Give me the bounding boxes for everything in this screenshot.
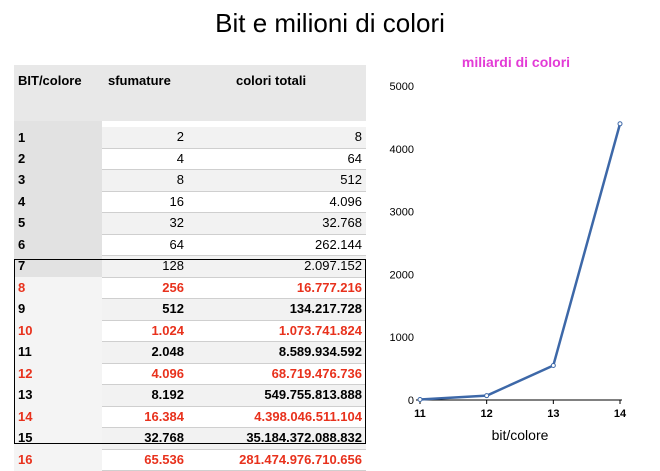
y-tick-label: 4000: [390, 144, 414, 156]
row-bit-cell: 9: [14, 298, 102, 320]
header-shades: sfumature: [102, 65, 188, 121]
row-bit-cell: 3: [14, 169, 102, 191]
row-total-cell: 8: [188, 127, 366, 149]
table-row: 10 1.024 1.073.741.824: [14, 320, 366, 342]
row-bit-cell: 14: [14, 406, 102, 428]
row-bit-cell: 11: [14, 341, 102, 363]
row-total-cell: 16.777.216: [188, 277, 366, 299]
row-shades-cell: 4: [102, 148, 188, 170]
table-row: 12 4.096 68.719.476.736: [14, 363, 366, 385]
row-shades-cell: 8.192: [102, 384, 188, 407]
table-row: 11 2.048 8.589.934.592: [14, 341, 366, 364]
row-bit-cell: 1: [14, 127, 102, 148]
line-chart-svg: 0 1000 2000 3000 4000 5000 11 12 13 14 bit/colore: [390, 81, 627, 443]
y-tick-label: 3000: [390, 207, 414, 219]
table-row: 16 65.536 281.474.976.710.656: [14, 449, 366, 471]
row-shades-cell: 2.048: [102, 341, 188, 364]
row-bit-cell: 2: [14, 148, 102, 170]
page-title: Bit e milioni di colori: [215, 8, 445, 38]
row-shades-cell: 2: [102, 127, 188, 149]
series-point: [550, 362, 556, 368]
row-total-cell: 64: [188, 148, 366, 170]
row-shades-cell: 16.384: [102, 406, 188, 428]
table-row: 3 8 512: [14, 169, 366, 192]
header-bit: BIT/colore: [14, 65, 102, 121]
row-total-cell: 281.474.976.710.656: [188, 449, 366, 471]
row-total-cell: 35.184.372.088.832: [188, 427, 366, 450]
table-row: 5 32 32.768: [14, 212, 366, 235]
row-total-cell: 134.217.728: [188, 298, 366, 321]
row-total-cell: 8.589.934.592: [188, 341, 366, 364]
row-shades-cell: 1.024: [102, 320, 188, 342]
chart-title: miliardi di colori: [461, 54, 571, 70]
row-bit-cell: 16: [14, 449, 102, 471]
row-shades-cell: 16: [102, 191, 188, 213]
row-total-cell: 549.755.813.888: [188, 384, 366, 407]
series-point: [484, 393, 490, 399]
x-tick-label: 14: [614, 408, 627, 420]
row-total-cell: 512: [188, 169, 366, 192]
y-tick-label: 2000: [390, 269, 414, 281]
table-row: 9 512 134.217.728: [14, 298, 366, 321]
row-shades-cell: 4.096: [102, 363, 188, 385]
row-bit-cell: 5: [14, 212, 102, 234]
table-row: 15 32.768 35.184.372.088.832: [14, 427, 366, 450]
row-bit-cell: 6: [14, 234, 102, 256]
row-total-cell: 4.398.046.511.104: [188, 406, 366, 428]
row-total-cell: 68.719.476.736: [188, 363, 366, 385]
row-bit-cell: 13: [14, 384, 102, 406]
row-total-cell: 1.073.741.824: [188, 320, 366, 342]
table-header-row: BIT/colore sfumature colori totali: [14, 65, 366, 121]
table-row: 14 16.384 4.398.046.511.104: [14, 406, 366, 428]
series-line: [419, 123, 622, 401]
table-row: 7 128 2.097.152: [14, 255, 366, 278]
row-total-cell: 262.144: [188, 234, 366, 256]
row-shades-cell: 65.536: [102, 449, 188, 471]
row-shades-cell: 256: [102, 277, 188, 299]
x-tick-label: 12: [481, 408, 493, 420]
row-shades-cell: 64: [102, 234, 188, 256]
y-tick-label: 0: [408, 395, 414, 407]
row-bit-cell: 8: [14, 277, 102, 299]
row-shades-cell: 512: [102, 298, 188, 321]
row-bit-cell: 4: [14, 191, 102, 213]
row-total-cell: 2.097.152: [188, 255, 366, 278]
row-shades-cell: 8: [102, 169, 188, 192]
row-shades-cell: 32: [102, 212, 188, 235]
table-row: 8 256 16.777.216: [14, 277, 366, 299]
x-tick-label: 13: [547, 408, 559, 420]
table-row: 2 4 64: [14, 148, 366, 170]
row-total-cell: 4.096: [188, 191, 366, 213]
table-row: 6 64 262.144: [14, 234, 366, 256]
series-point: [417, 396, 423, 402]
y-tick-label: 1000: [390, 332, 414, 344]
table-row: 4 16 4.096: [14, 191, 366, 213]
row-shades-cell: 32.768: [102, 427, 188, 450]
table-spacer-row: [14, 121, 366, 127]
row-shades-cell: 128: [102, 255, 188, 278]
x-tick-label: 11: [414, 408, 426, 420]
row-total-cell: 32.768: [188, 212, 366, 235]
chart: miliardi di colori 0 1000 2000 3000 4000 5000…: [372, 50, 660, 461]
y-tick-label: 5000: [390, 81, 414, 93]
row-bit-cell: 7: [14, 255, 102, 277]
table-body: 1 2 8 2 4 64 3 8 512 4 16 4.096 5 32 32.768 6 64 262.144 7…: [14, 121, 366, 471]
spacer-cell: [14, 121, 102, 127]
series-point: [617, 121, 623, 127]
x-axis-label: bit/colore: [492, 427, 549, 443]
row-bit-cell: 12: [14, 363, 102, 385]
row-bit-cell: 10: [14, 320, 102, 342]
table-row: 13 8.192 549.755.813.888: [14, 384, 366, 407]
row-bit-cell: 15: [14, 427, 102, 449]
header-total: colori totali: [188, 65, 366, 121]
